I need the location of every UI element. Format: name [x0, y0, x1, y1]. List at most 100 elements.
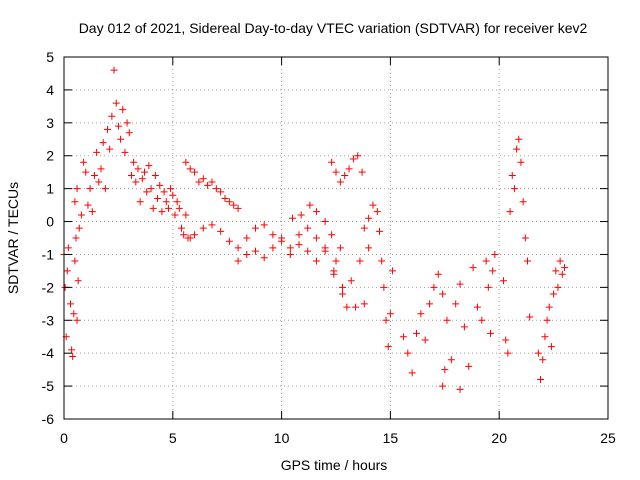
data-point [164, 204, 172, 212]
data-point [321, 247, 329, 255]
y-tick-label: 1 [46, 181, 54, 197]
data-point [486, 329, 494, 337]
data-point [354, 152, 362, 160]
data-point [230, 201, 238, 209]
data-point [151, 171, 159, 179]
data-point [460, 323, 468, 331]
y-tick-label: -1 [42, 246, 55, 262]
data-point [408, 369, 416, 377]
data-point [288, 214, 296, 222]
data-point [67, 300, 75, 308]
data-point [556, 257, 564, 265]
y-tick-label: 2 [46, 148, 54, 164]
data-point [312, 234, 320, 242]
data-point [71, 257, 79, 265]
data-point [97, 165, 105, 173]
data-point [154, 195, 162, 203]
data-point [547, 343, 555, 351]
data-point [434, 270, 442, 278]
data-point [234, 257, 242, 265]
data-point [345, 165, 353, 173]
data-point [380, 283, 388, 291]
data-point [304, 224, 312, 232]
data-point [550, 290, 558, 298]
data-point [217, 188, 225, 196]
x-tick-label: 0 [60, 430, 68, 446]
data-point [191, 168, 199, 176]
data-point [384, 343, 392, 351]
data-point [141, 168, 149, 176]
data-point [99, 139, 107, 147]
data-point [74, 277, 82, 285]
data-point [376, 227, 384, 235]
data-point [70, 310, 78, 318]
data-point [336, 178, 344, 186]
data-point [443, 316, 451, 324]
data-point [554, 283, 562, 291]
data-point [182, 158, 190, 166]
data-point [439, 290, 447, 298]
data-point [560, 264, 568, 272]
data-point [504, 349, 512, 357]
data-point [339, 283, 347, 291]
data-point [130, 158, 138, 166]
data-point [352, 303, 360, 311]
data-point [508, 171, 516, 179]
data-point [386, 310, 394, 318]
data-point [269, 244, 277, 252]
data-point [178, 224, 186, 232]
data-point [143, 188, 151, 196]
data-point [114, 122, 122, 130]
data-point [441, 366, 449, 374]
data-point [500, 277, 508, 285]
data-point [489, 267, 497, 275]
data-point [82, 168, 90, 176]
data-point [360, 224, 368, 232]
data-point [121, 148, 129, 156]
data-point [417, 310, 425, 318]
data-point [541, 333, 549, 341]
data-point [260, 221, 268, 229]
data-point [145, 162, 153, 170]
data-point [234, 204, 242, 212]
data-point [158, 208, 166, 216]
data-point [526, 313, 534, 321]
data-point [149, 204, 157, 212]
data-point [117, 135, 125, 143]
data-point [110, 66, 118, 74]
data-point [312, 208, 320, 216]
data-point [269, 231, 277, 239]
data-point [69, 352, 77, 360]
data-point [389, 267, 397, 275]
data-point [191, 231, 199, 239]
data-point [106, 145, 114, 153]
data-point [523, 257, 531, 265]
data-point [312, 257, 320, 265]
data-point [430, 283, 438, 291]
data-point [251, 224, 259, 232]
data-point [225, 198, 233, 206]
data-point [156, 181, 164, 189]
y-tick-label: -2 [42, 279, 55, 295]
data-point [515, 135, 523, 143]
data-point [297, 211, 305, 219]
data-point [510, 185, 518, 193]
data-point [358, 168, 366, 176]
data-point [68, 346, 76, 354]
data-point [347, 277, 355, 285]
data-point [212, 185, 220, 193]
data-point [537, 376, 545, 384]
data-point [199, 175, 207, 183]
data-point [86, 185, 94, 193]
data-point [484, 283, 492, 291]
y-tick-label: 5 [46, 49, 54, 65]
data-point [404, 349, 412, 357]
data-point [72, 234, 80, 242]
data-point [321, 218, 329, 226]
data-point [119, 106, 127, 114]
data-point [517, 158, 525, 166]
data-point [506, 208, 514, 216]
data-point [84, 201, 92, 209]
y-tick-label: -3 [42, 312, 55, 328]
